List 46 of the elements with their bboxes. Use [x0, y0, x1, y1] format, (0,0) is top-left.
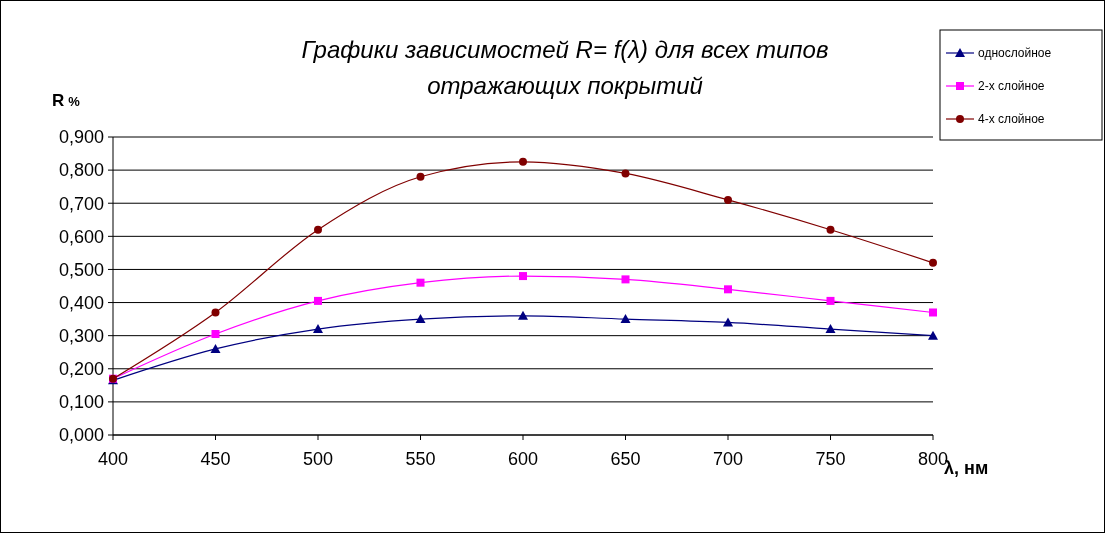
- x-tick-label: 750: [815, 449, 846, 469]
- y-tick-label: 0,700: [58, 193, 104, 214]
- point: [211, 330, 220, 339]
- chart-title: Графики зависимостей R= f(λ) для всех типов отражающих покрытий: [301, 36, 829, 99]
- point: [724, 285, 732, 294]
- x-tick-label: 700: [712, 449, 744, 469]
- point: [416, 172, 425, 181]
- y-tick-label: 0,200: [58, 359, 104, 380]
- point: [314, 225, 322, 234]
- x-tick-label: 550: [405, 449, 436, 469]
- y-tick-label: 0,400: [58, 292, 104, 313]
- x-tick-label: 500: [302, 449, 334, 469]
- point: [724, 195, 732, 204]
- point: [929, 308, 937, 317]
- point: [620, 314, 631, 324]
- x-tick-label: 600: [507, 449, 539, 469]
- point: [621, 169, 630, 178]
- y-tick-label: 0,500: [58, 259, 104, 280]
- legend-label: 2-х слойное: [978, 79, 1045, 94]
- point: [929, 258, 937, 267]
- point: [518, 310, 528, 320]
- point: [825, 324, 836, 334]
- y-tick-label: 0,100: [58, 392, 104, 413]
- point: [313, 324, 323, 334]
- y-tick-label: 0,300: [58, 325, 104, 346]
- y-tick-label: 0,000: [58, 425, 104, 446]
- y-tick-label: 0,900: [58, 127, 104, 148]
- point: [621, 275, 630, 284]
- x-tick-label: 450: [200, 449, 231, 469]
- y-tick-label: 0,800: [58, 160, 104, 181]
- y-axis-title: R %: [52, 91, 81, 110]
- point: [314, 296, 322, 305]
- x-tick-label: 650: [610, 449, 641, 469]
- legend-label: однослойное: [978, 46, 1052, 61]
- point: [415, 314, 426, 324]
- point: [416, 278, 425, 287]
- legend-label: 4-х слойное: [978, 112, 1045, 127]
- point: [210, 343, 221, 353]
- point: [928, 330, 938, 340]
- point: [519, 157, 527, 166]
- point: [519, 272, 527, 281]
- x-tick-label: 400: [97, 449, 129, 469]
- y-tick-label: 0,600: [58, 226, 104, 247]
- point: [826, 296, 835, 305]
- point: [211, 308, 220, 317]
- point: [826, 225, 835, 234]
